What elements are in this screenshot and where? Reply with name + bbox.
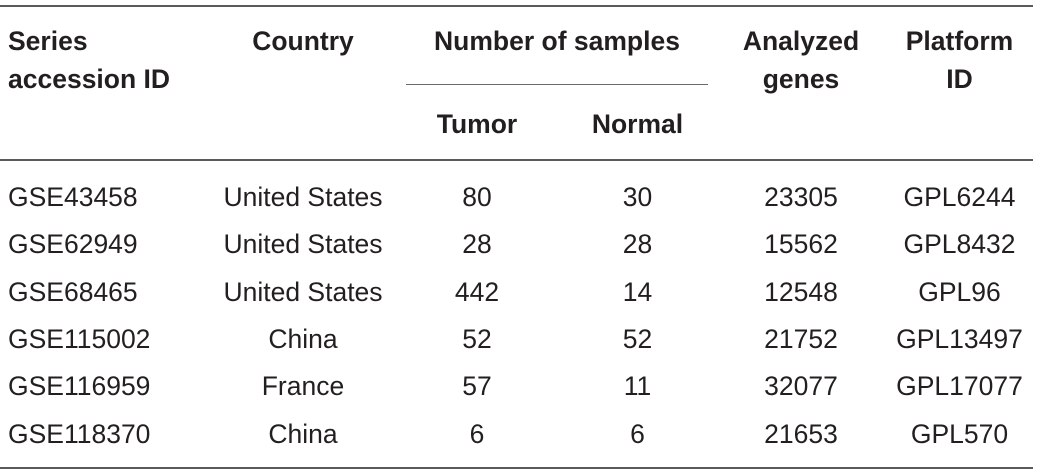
cell-country: France [261,371,345,401]
cell-tumor: 6 [469,419,485,449]
cell-country: China [268,419,338,449]
cell-country: United States [223,277,383,307]
cell-tumor: 80 [462,182,492,212]
cell-platform: GPL570 [910,419,1009,449]
cell-platform: GPL17077 [896,371,1023,401]
cell-country: United States [223,229,383,259]
cell-platform: GPL8432 [903,229,1016,259]
cell-normal: 30 [622,182,653,212]
cell-normal: 28 [622,229,653,259]
header-normal: Normal [591,109,684,139]
cell-tumor: 28 [462,229,492,259]
cell-genes: 21752 [764,324,838,354]
cell-platform: GPL13497 [896,324,1023,354]
cell-series: GSE118370 [8,419,151,449]
bottom-rule [0,467,1033,469]
cell-country: United States [223,182,383,212]
cell-normal: 52 [622,324,653,354]
cell-series: GSE116959 [8,371,151,401]
cell-series: GSE68465 [8,277,138,307]
header-country: Country [252,26,354,56]
header-series-line1: Series [8,26,88,56]
header-platform-line1: Platform [905,26,1014,56]
cell-normal: 14 [622,277,653,307]
cell-normal: 6 [630,419,645,449]
cell-genes: 21653 [764,419,838,449]
cell-platform: GPL6244 [903,182,1016,212]
cell-series: GSE43458 [8,182,138,212]
cell-genes: 12548 [764,277,838,307]
header-number-of-samples: Number of samples [434,26,680,56]
header-analyzed-line1: Analyzed [742,26,860,56]
header-platform-line2: ID [946,64,973,94]
cell-normal: 11 [623,371,652,401]
header-analyzed-line2: genes [762,64,840,94]
top-rule [0,5,1033,7]
cell-platform: GPL96 [918,277,1001,307]
header-bottom-rule [0,159,1033,161]
cell-country: China [268,324,338,354]
cell-genes: 23305 [764,182,838,212]
cell-genes: 15562 [764,229,838,259]
header-tumor: Tumor [436,109,518,139]
samples-subheader-rule [406,84,708,86]
cell-tumor: 52 [462,324,492,354]
header-series-line2: accession ID [8,64,171,94]
cell-series: GSE62949 [8,229,138,259]
cell-tumor: 442 [454,277,500,307]
cell-series: GSE115002 [8,324,151,354]
cell-tumor: 57 [462,371,492,401]
cell-genes: 32077 [764,371,838,401]
